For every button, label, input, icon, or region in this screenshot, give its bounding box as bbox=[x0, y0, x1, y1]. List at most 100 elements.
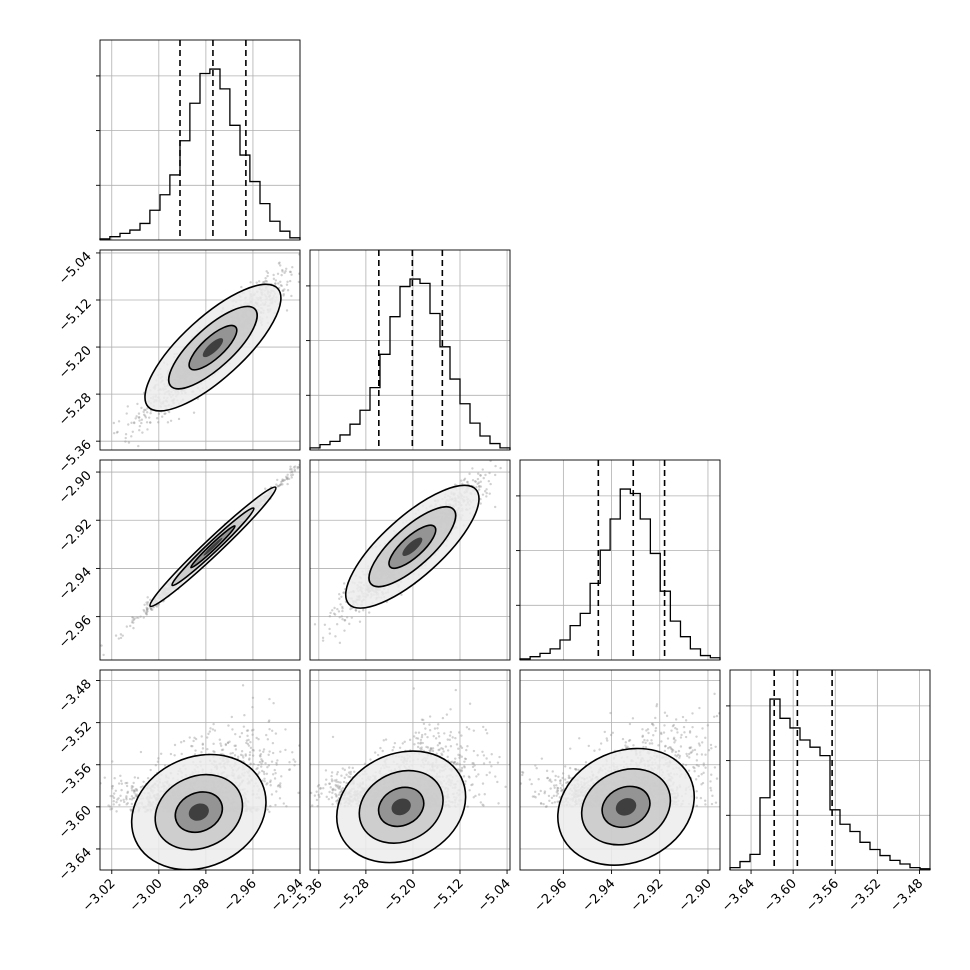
sample-point bbox=[149, 607, 153, 610]
sample-point bbox=[293, 468, 296, 471]
sample-point bbox=[294, 465, 297, 468]
sample-point bbox=[276, 478, 279, 482]
sample-point bbox=[130, 435, 133, 438]
sample-point bbox=[292, 466, 296, 469]
sample-point bbox=[276, 485, 279, 488]
sample-point bbox=[341, 605, 344, 609]
sample-point bbox=[137, 416, 141, 419]
sample-point bbox=[285, 267, 288, 270]
sample-point bbox=[358, 620, 362, 623]
sample-point bbox=[462, 478, 466, 482]
histogram-panel-2 bbox=[516, 459, 721, 661]
sample-point bbox=[291, 266, 294, 269]
joint-content bbox=[100, 670, 300, 870]
sample-point bbox=[493, 473, 497, 477]
sample-point bbox=[145, 612, 148, 616]
sample-point bbox=[290, 273, 293, 276]
sample-point bbox=[343, 629, 346, 632]
sample-point bbox=[135, 415, 138, 418]
sample-point bbox=[286, 476, 289, 479]
sample-point bbox=[296, 467, 299, 470]
sample-point bbox=[114, 634, 118, 637]
sample-point bbox=[281, 483, 284, 486]
sample-point bbox=[121, 634, 124, 637]
sample-point bbox=[276, 272, 280, 276]
sample-point bbox=[151, 608, 154, 611]
sample-point bbox=[482, 476, 485, 480]
sample-point bbox=[146, 607, 149, 611]
panel-frame bbox=[99, 459, 301, 661]
sample-point bbox=[479, 474, 482, 477]
sample-point bbox=[142, 616, 145, 619]
sample-point bbox=[129, 624, 132, 628]
sample-point bbox=[485, 491, 488, 495]
sample-point bbox=[102, 653, 105, 657]
sample-point bbox=[289, 471, 292, 474]
histogram-panel-3 bbox=[726, 669, 931, 871]
contour-line-1 bbox=[368, 506, 457, 588]
sample-point bbox=[282, 479, 285, 482]
sample-point bbox=[400, 593, 403, 596]
sample-point bbox=[279, 284, 283, 287]
sample-point bbox=[475, 485, 478, 489]
sample-point bbox=[282, 479, 285, 482]
sample-point bbox=[485, 488, 488, 491]
sample-point bbox=[453, 483, 457, 486]
sample-point bbox=[333, 606, 336, 610]
histogram-steps bbox=[729, 698, 931, 870]
sample-point bbox=[226, 741, 230, 745]
sample-point bbox=[119, 636, 123, 640]
sample-point bbox=[166, 421, 170, 424]
sample-point bbox=[341, 617, 344, 621]
sample-point bbox=[240, 285, 243, 289]
sample-point bbox=[281, 289, 284, 292]
sample-point bbox=[160, 415, 164, 418]
sample-point bbox=[289, 270, 292, 274]
sample-point bbox=[550, 431, 552, 433]
sample-point bbox=[127, 423, 130, 426]
sample-point bbox=[361, 609, 365, 612]
sample-point bbox=[177, 417, 181, 421]
sample-point bbox=[148, 416, 151, 419]
sample-point bbox=[478, 485, 481, 488]
sample-point bbox=[335, 623, 339, 626]
sample-point bbox=[132, 626, 135, 630]
sample-point bbox=[471, 479, 475, 482]
sample-point bbox=[274, 282, 277, 285]
sample-point bbox=[146, 596, 149, 599]
sample-point bbox=[491, 457, 493, 459]
sample-point bbox=[88, 458, 90, 460]
sample-point bbox=[285, 477, 289, 480]
sample-point bbox=[116, 430, 119, 434]
sample-point bbox=[126, 405, 129, 408]
sample-point bbox=[350, 616, 354, 619]
sample-point bbox=[234, 748, 238, 751]
sample-point bbox=[331, 609, 334, 612]
sample-point bbox=[279, 264, 282, 267]
sample-point bbox=[280, 273, 283, 277]
sample-point bbox=[127, 441, 131, 444]
sample-point bbox=[97, 437, 99, 439]
sample-point bbox=[499, 466, 502, 470]
sample-point bbox=[119, 452, 121, 454]
sample-point bbox=[297, 280, 300, 284]
sample-point bbox=[489, 482, 492, 486]
sample-point bbox=[477, 481, 481, 484]
sample-point bbox=[142, 413, 146, 416]
sample-point bbox=[302, 463, 304, 465]
sample-point bbox=[135, 616, 138, 619]
sample-point bbox=[133, 617, 136, 620]
sample-point bbox=[288, 270, 292, 274]
sample-point bbox=[131, 430, 134, 433]
sample-point bbox=[131, 616, 135, 619]
sample-point bbox=[167, 410, 171, 414]
sample-point bbox=[155, 417, 159, 420]
sample-point bbox=[131, 619, 134, 622]
sample-point bbox=[112, 421, 116, 425]
sample-point bbox=[333, 613, 337, 616]
density-level-3 bbox=[203, 537, 223, 556]
sample-point bbox=[280, 482, 283, 486]
sample-point bbox=[266, 271, 270, 275]
sample-point bbox=[144, 416, 148, 419]
